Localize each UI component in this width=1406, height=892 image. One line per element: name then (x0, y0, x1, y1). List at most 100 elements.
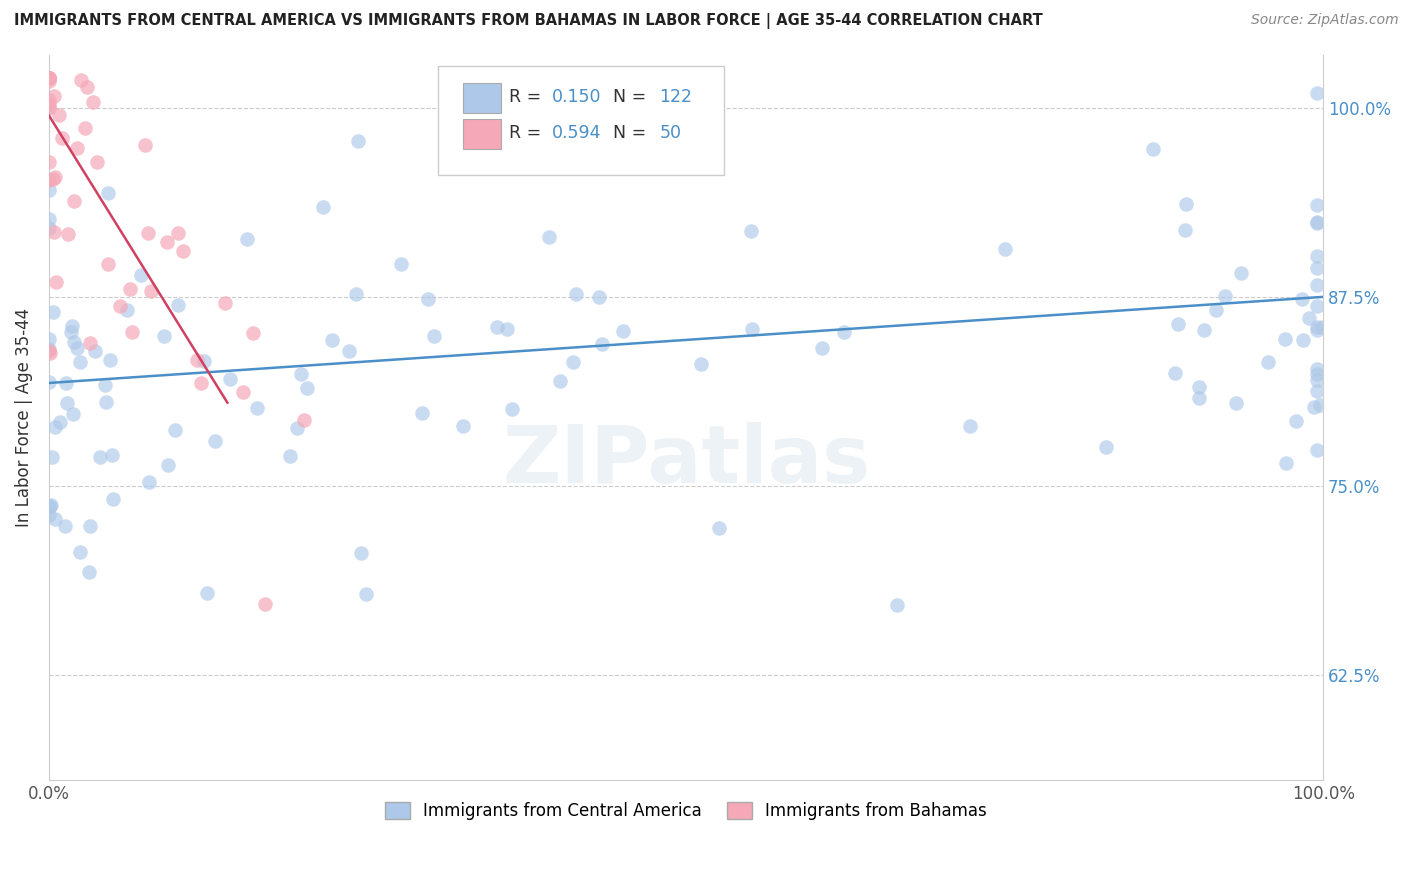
Point (423, 328, 446, 343)
Point (561, 355, 583, 369)
Point (321, 333, 343, 347)
Point (1230, 266, 1253, 280)
Point (959, 418, 981, 433)
Point (129, 268, 152, 283)
Legend: Immigrants from Central America, Immigrants from Bahamas: Immigrants from Central America, Immigra… (378, 795, 994, 826)
Point (172, 244, 194, 258)
Point (45, 275, 67, 289)
Text: N =: N = (613, 125, 652, 143)
Point (38, 70, 60, 85)
Point (1164, 366, 1187, 380)
Point (1298, 311, 1320, 326)
Point (77, 565, 100, 579)
Point (740, 224, 762, 238)
Point (44, 169, 66, 184)
Point (98, 352, 121, 367)
Point (501, 401, 523, 416)
Point (349, 546, 371, 560)
Point (83, 343, 105, 358)
Point (97, 186, 120, 200)
Point (66, 341, 89, 355)
FancyBboxPatch shape (437, 66, 724, 175)
Point (468, 120, 491, 134)
Point (1174, 197, 1197, 211)
Point (51, 131, 73, 145)
Point (246, 401, 269, 416)
Point (86, 154, 108, 169)
Point (38, 183, 60, 197)
Point (219, 372, 242, 386)
Point (69, 355, 91, 369)
Point (60, 318, 83, 333)
Point (156, 458, 179, 473)
Point (1095, 440, 1118, 454)
Point (38, 500, 60, 514)
Point (538, 230, 561, 244)
Point (134, 137, 156, 152)
Point (101, 491, 124, 506)
Point (1292, 334, 1315, 348)
Point (38, 332, 60, 346)
Point (612, 324, 634, 338)
Point (707, 521, 730, 535)
Point (38, 70, 60, 85)
FancyBboxPatch shape (463, 119, 502, 150)
Point (101, 448, 124, 462)
Point (1142, 142, 1164, 156)
Text: IMMIGRANTS FROM CENTRAL AMERICA VS IMMIGRANTS FROM BAHAMAS IN LABOR FORCE | AGE : IMMIGRANTS FROM CENTRAL AMERICA VS IMMIG… (14, 13, 1043, 29)
Point (1306, 217, 1329, 231)
Text: N =: N = (613, 88, 652, 106)
Point (38, 100, 60, 114)
Text: R =: R = (509, 88, 547, 106)
Point (53, 519, 76, 533)
Point (82, 95, 104, 110)
Point (69, 545, 91, 559)
Point (195, 585, 218, 599)
Point (56, 227, 79, 241)
Point (1167, 317, 1189, 331)
Point (38, 508, 60, 522)
Point (1192, 322, 1215, 336)
Point (1188, 379, 1211, 393)
Point (832, 325, 855, 339)
Point (39, 498, 62, 512)
Point (121, 325, 143, 339)
Point (1213, 288, 1236, 302)
Point (285, 421, 308, 435)
Point (1310, 320, 1333, 334)
Point (55, 396, 77, 410)
Point (38, 70, 60, 85)
Point (548, 374, 571, 388)
Point (253, 597, 276, 611)
Point (886, 598, 908, 612)
Point (38, 212, 60, 227)
Point (193, 354, 215, 368)
Point (354, 587, 377, 601)
Point (1205, 303, 1227, 318)
Point (337, 344, 360, 359)
Point (38, 155, 60, 169)
Point (741, 322, 763, 336)
Point (236, 232, 259, 246)
Point (416, 292, 439, 306)
Point (347, 134, 370, 148)
Point (69, 73, 91, 87)
Point (38, 70, 60, 85)
Point (1309, 398, 1331, 412)
Point (38, 221, 60, 235)
Point (485, 320, 508, 334)
Point (1173, 223, 1195, 237)
Point (167, 298, 190, 312)
Text: 122: 122 (659, 88, 692, 106)
Point (42, 89, 65, 103)
Point (1302, 400, 1324, 414)
Point (94, 377, 117, 392)
Point (38, 74, 60, 88)
Point (1306, 86, 1329, 100)
Point (118, 282, 141, 296)
Point (1306, 320, 1329, 334)
Point (115, 303, 138, 318)
Point (79, 518, 101, 533)
Point (97, 257, 120, 271)
Point (38, 70, 60, 85)
